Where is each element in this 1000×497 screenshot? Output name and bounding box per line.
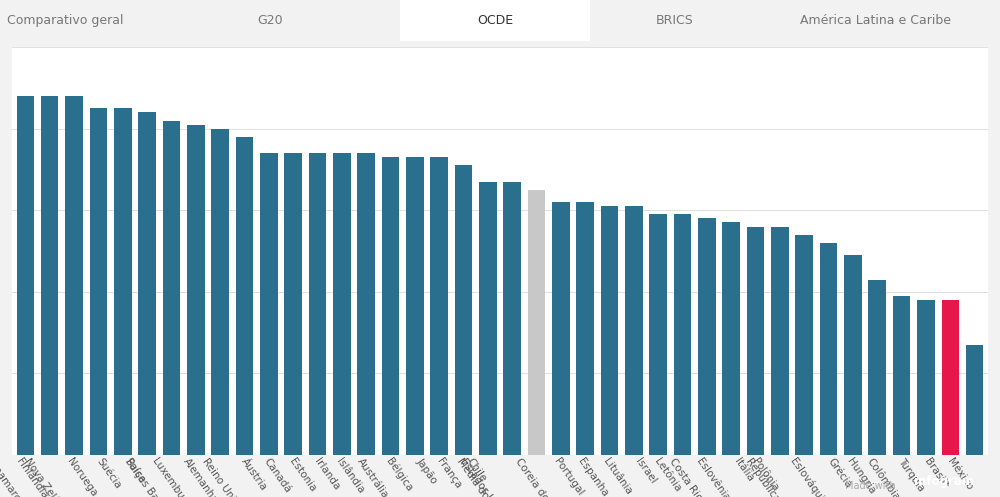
Bar bbox=[747, 227, 764, 455]
Bar bbox=[357, 153, 375, 455]
Bar bbox=[90, 108, 107, 455]
Bar bbox=[966, 345, 983, 455]
Bar bbox=[211, 129, 229, 455]
Bar bbox=[333, 153, 351, 455]
Bar bbox=[649, 214, 667, 455]
Bar bbox=[552, 202, 570, 455]
Bar bbox=[795, 235, 813, 455]
Bar bbox=[309, 153, 326, 455]
Bar bbox=[820, 243, 837, 455]
Bar bbox=[382, 157, 399, 455]
Bar bbox=[698, 218, 716, 455]
FancyBboxPatch shape bbox=[400, 0, 590, 41]
Bar bbox=[187, 125, 205, 455]
Bar bbox=[17, 96, 34, 455]
Bar bbox=[236, 137, 253, 455]
Bar bbox=[114, 108, 132, 455]
Bar bbox=[284, 153, 302, 455]
Bar bbox=[893, 296, 910, 455]
Bar bbox=[674, 214, 691, 455]
Bar bbox=[479, 182, 497, 455]
Text: G20: G20 bbox=[257, 14, 283, 27]
Bar bbox=[138, 112, 156, 455]
Text: OCDE: OCDE bbox=[477, 14, 513, 27]
Bar bbox=[844, 255, 862, 455]
Bar bbox=[528, 190, 545, 455]
Text: BRICS: BRICS bbox=[656, 14, 694, 27]
Bar bbox=[260, 153, 278, 455]
Bar bbox=[406, 157, 424, 455]
Bar bbox=[503, 182, 521, 455]
Text: infogram: infogram bbox=[914, 475, 974, 488]
Bar bbox=[163, 121, 180, 455]
Bar bbox=[942, 300, 959, 455]
Text: Comparativo geral: Comparativo geral bbox=[7, 14, 123, 27]
Bar bbox=[576, 202, 594, 455]
Bar bbox=[41, 96, 58, 455]
Text: Made with: Made with bbox=[845, 481, 896, 491]
Bar bbox=[917, 300, 935, 455]
Bar bbox=[771, 227, 789, 455]
Bar bbox=[455, 166, 472, 455]
Bar bbox=[722, 223, 740, 455]
Bar bbox=[65, 96, 83, 455]
Text: América Latina e Caribe: América Latina e Caribe bbox=[800, 14, 950, 27]
Bar bbox=[625, 206, 643, 455]
Bar bbox=[430, 157, 448, 455]
Bar bbox=[601, 206, 618, 455]
Bar bbox=[868, 279, 886, 455]
